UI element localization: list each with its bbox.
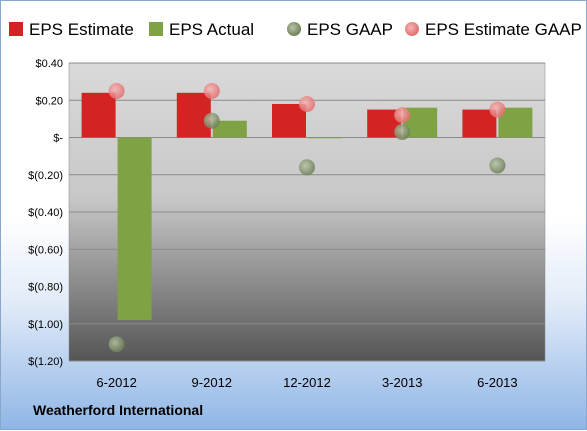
bar-eps-actual-1	[212, 120, 247, 138]
point-eps-estimate-gaap-1	[203, 82, 220, 99]
y-tick-label: $0.20	[35, 95, 63, 107]
x-tick-label: 6-2012	[96, 375, 136, 390]
y-tick-label: $-	[53, 133, 63, 145]
point-eps-gaap-0	[108, 336, 125, 353]
point-eps-gaap-1	[203, 112, 220, 129]
legend-label-2: EPS GAAP	[307, 20, 393, 39]
bar-eps-actual-2	[308, 137, 342, 139]
company-name: Weatherford International	[33, 402, 204, 418]
x-axis: 6-2012 9-2012 12-2012 3-2013 6-2013	[96, 375, 517, 390]
x-tick-label: 3-2013	[382, 375, 422, 390]
point-eps-estimate-gaap-4	[489, 101, 506, 118]
legend-label-1: EPS Actual	[169, 20, 254, 39]
y-tick-label: $(0.40)	[28, 207, 63, 219]
y-tick-label: $(1.00)	[28, 319, 63, 331]
bar-eps-estimate-2	[272, 103, 306, 138]
y-tick-label: $(0.60)	[28, 244, 63, 256]
legend-label-0: EPS Estimate	[29, 20, 134, 39]
legend-swatch-3	[405, 22, 419, 36]
point-eps-estimate-gaap-0	[108, 82, 125, 99]
bar-eps-estimate-4	[462, 109, 497, 138]
legend-swatch-2	[287, 22, 301, 36]
points	[108, 82, 506, 353]
point-eps-estimate-gaap-2	[299, 95, 315, 112]
x-tick-label: 9-2012	[192, 375, 232, 390]
x-tick-label: 12-2012	[283, 375, 331, 390]
y-axis: $0.40 $0.20 $- $(0.20) $(0.40) $(0.60) $(0.80)…	[28, 58, 63, 368]
point-eps-gaap-4	[489, 157, 506, 174]
bar-eps-estimate-1	[176, 92, 211, 138]
x-tick-label: 6-2013	[477, 375, 517, 390]
y-tick-label: $0.40	[35, 58, 63, 70]
y-tick-label: $(0.80)	[28, 282, 63, 294]
gridlines	[69, 62, 545, 362]
legend-swatch-0	[9, 22, 23, 36]
y-tick-label: $(0.20)	[28, 170, 63, 182]
legend-swatch-1	[149, 22, 163, 36]
bar-eps-actual-0	[117, 137, 152, 321]
point-eps-gaap-3	[394, 123, 411, 140]
point-eps-estimate-gaap-3	[394, 107, 411, 124]
bars	[81, 92, 533, 321]
point-eps-gaap-2	[299, 159, 315, 176]
bar-eps-estimate-0	[81, 92, 116, 138]
legend: EPS Estimate EPS Actual EPS GAAP EPS Estima…	[9, 20, 582, 39]
legend-label-3: EPS Estimate GAAP	[425, 20, 582, 39]
y-tick-label: $(1.20)	[28, 356, 63, 368]
